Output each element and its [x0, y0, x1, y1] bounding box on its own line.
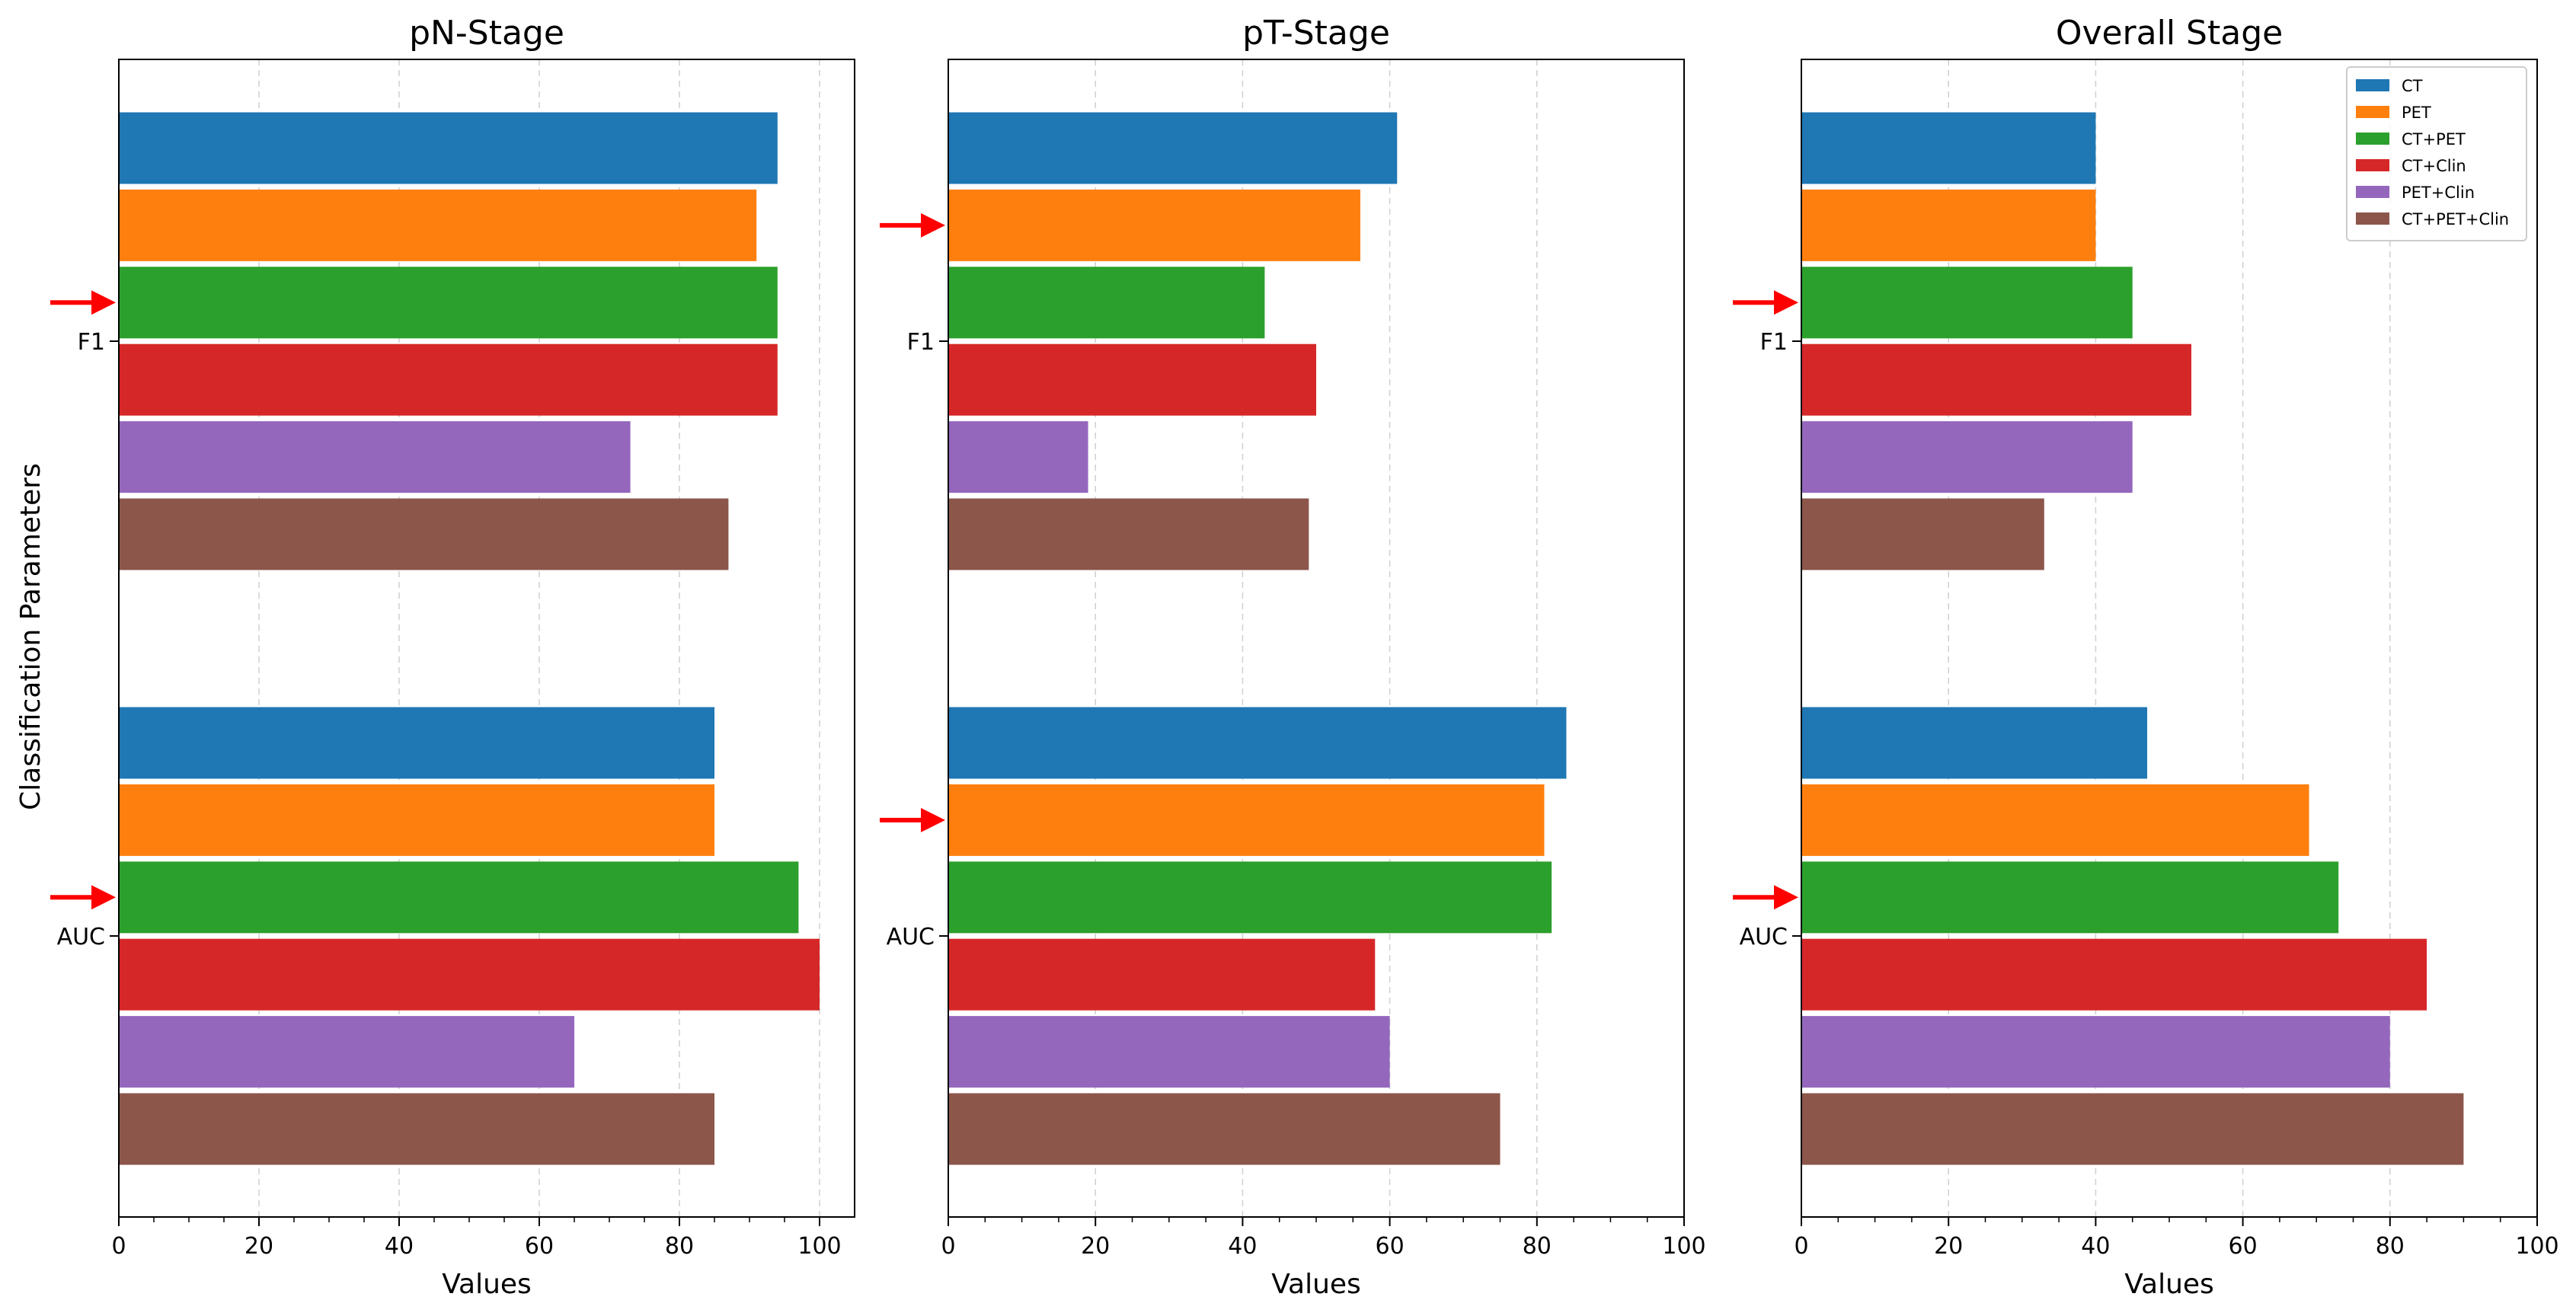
legend-label-ct-pet: CT+PET: [2402, 130, 2466, 149]
y-tick-label-auc: AUC: [57, 924, 105, 950]
bar-f1-ct-clin: [948, 343, 1316, 416]
x-tick-label: 20: [1081, 1233, 1110, 1260]
x-tick-label: 20: [244, 1233, 273, 1260]
x-tick-label: 60: [1376, 1233, 1405, 1260]
subplot-title: pT-Stage: [1242, 14, 1390, 53]
x-tick-label: 100: [1662, 1233, 1705, 1260]
bar-f1-pet-clin: [948, 421, 1088, 493]
bar-f1-pet-clin: [119, 421, 631, 493]
y-tick-label-auc: AUC: [887, 924, 935, 950]
highlight-arrow-icon: [91, 290, 116, 315]
bar-auc-ct: [948, 707, 1567, 779]
highlight-arrow-icon: [1774, 290, 1798, 315]
bar-f1-ct-clin: [1801, 343, 2191, 416]
bar-auc-pet-clin: [1801, 1016, 2390, 1088]
y-tick-label-f1: F1: [1760, 329, 1788, 356]
bar-f1-ct-pet: [948, 267, 1265, 339]
bar-auc-pet: [119, 784, 714, 856]
subplot-pn-stage: pN-Stage 0 20 40 60 80 100 Values F1 AUC: [50, 14, 855, 1300]
x-tick-label: 60: [2229, 1233, 2258, 1260]
bar-f1-ct: [948, 112, 1398, 184]
bar-f1-ct: [1801, 112, 2096, 184]
bar-auc-ct-clin: [119, 938, 820, 1011]
legend-swatch-ct: [2356, 79, 2389, 91]
bar-auc-ct-pet: [119, 861, 799, 934]
legend-swatch-ct-pet-clin: [2356, 212, 2389, 225]
legend-swatch-pet-clin: [2356, 186, 2389, 198]
x-tick-label: 40: [2081, 1233, 2110, 1260]
bar-f1-ct-pet-clin: [1801, 498, 2044, 570]
y-tick-label-auc: AUC: [1740, 924, 1788, 950]
highlight-arrow-icon: [91, 885, 116, 910]
bar-f1-pet: [948, 189, 1360, 261]
bar-auc-pet-clin: [119, 1016, 574, 1088]
bar-auc-pet: [1801, 784, 2309, 856]
bar-auc-ct: [119, 707, 714, 779]
x-tick-label: 100: [2515, 1233, 2558, 1260]
y-tick-label-f1: F1: [78, 329, 105, 356]
x-tick-label: 0: [1794, 1233, 1808, 1260]
bar-f1-ct-pet: [119, 267, 778, 339]
bar-f1-ct-pet-clin: [119, 498, 729, 570]
legend-label-ct-pet-clin: CT+PET+Clin: [2402, 210, 2509, 228]
x-tick-label: 80: [2376, 1233, 2405, 1260]
legend-label-pet-clin: PET+Clin: [2402, 184, 2475, 202]
chart-panels: pN-Stage 0 20 40 60 80 100 Values F1 AUC pT-Stage 0…: [50, 14, 2559, 1300]
subplot-title: Overall Stage: [2056, 14, 2283, 53]
bar-auc-ct-pet: [948, 861, 1552, 934]
bar-f1-ct-pet-clin: [948, 498, 1309, 570]
x-tick-label: 100: [797, 1233, 841, 1260]
bar-auc-pet: [948, 784, 1545, 856]
highlight-arrow-icon: [921, 807, 945, 832]
legend-label-pet: PET: [2402, 104, 2431, 122]
legend-label-ct-clin: CT+Clin: [2402, 157, 2466, 175]
legend-box: [2346, 66, 2527, 241]
legend-label-ct: CT: [2402, 77, 2423, 95]
x-tick-label: 20: [1934, 1233, 1963, 1260]
x-tick-label: 0: [111, 1233, 126, 1260]
x-tick-label: 40: [1228, 1233, 1257, 1260]
axes-frame: [118, 59, 855, 1218]
bar-auc-ct-clin: [948, 938, 1376, 1011]
legend: CT PET CT+PET CT+Clin PET+Clin CT+PET+Clin: [2346, 66, 2527, 241]
x-axis-label: Values: [442, 1269, 532, 1300]
bar-f1-pet: [119, 189, 757, 261]
highlight-arrow-icon: [921, 212, 945, 238]
x-tick-label: 80: [665, 1233, 694, 1260]
bar-auc-ct-pet-clin: [948, 1093, 1501, 1165]
bar-auc-ct-pet-clin: [119, 1093, 714, 1165]
bar-auc-pet-clin: [948, 1016, 1390, 1088]
bar-f1-ct: [119, 112, 778, 184]
y-tick-label-f1: F1: [907, 329, 935, 356]
x-tick-label: 80: [1523, 1233, 1552, 1260]
bar-f1-pet-clin: [1801, 421, 2133, 493]
legend-swatch-pet: [2356, 106, 2389, 118]
bar-f1-ct-clin: [119, 343, 778, 416]
subplot-title: pN-Stage: [409, 14, 564, 53]
subplot-overallstage: Overall Stage 0 20 40 60 80 100 Values F1 AUC CT PE…: [1733, 14, 2559, 1300]
bar-auc-ct-clin: [1801, 938, 2427, 1011]
highlight-arrow-icon: [1774, 885, 1798, 910]
x-axis-label: Values: [2124, 1269, 2214, 1300]
x-axis-label: Values: [1271, 1269, 1361, 1300]
subplot-pt-stage: pT-Stage 0 20 40 60 80 100 Values F1 AUC: [880, 14, 1706, 1300]
legend-swatch-ct-pet: [2356, 133, 2389, 145]
x-tick-label: 0: [941, 1233, 955, 1260]
legend-swatch-ct-clin: [2356, 159, 2389, 171]
bar-auc-ct-pet: [1801, 861, 2339, 934]
x-tick-label: 40: [385, 1233, 414, 1260]
bar-auc-ct-pet-clin: [1801, 1093, 2464, 1165]
x-tick-label: 60: [525, 1233, 554, 1260]
y-axis-label: Classification Parameters: [15, 463, 46, 810]
bar-f1-ct-pet: [1801, 267, 2133, 339]
bar-auc-ct: [1801, 707, 2148, 779]
bar-f1-pet: [1801, 189, 2096, 261]
